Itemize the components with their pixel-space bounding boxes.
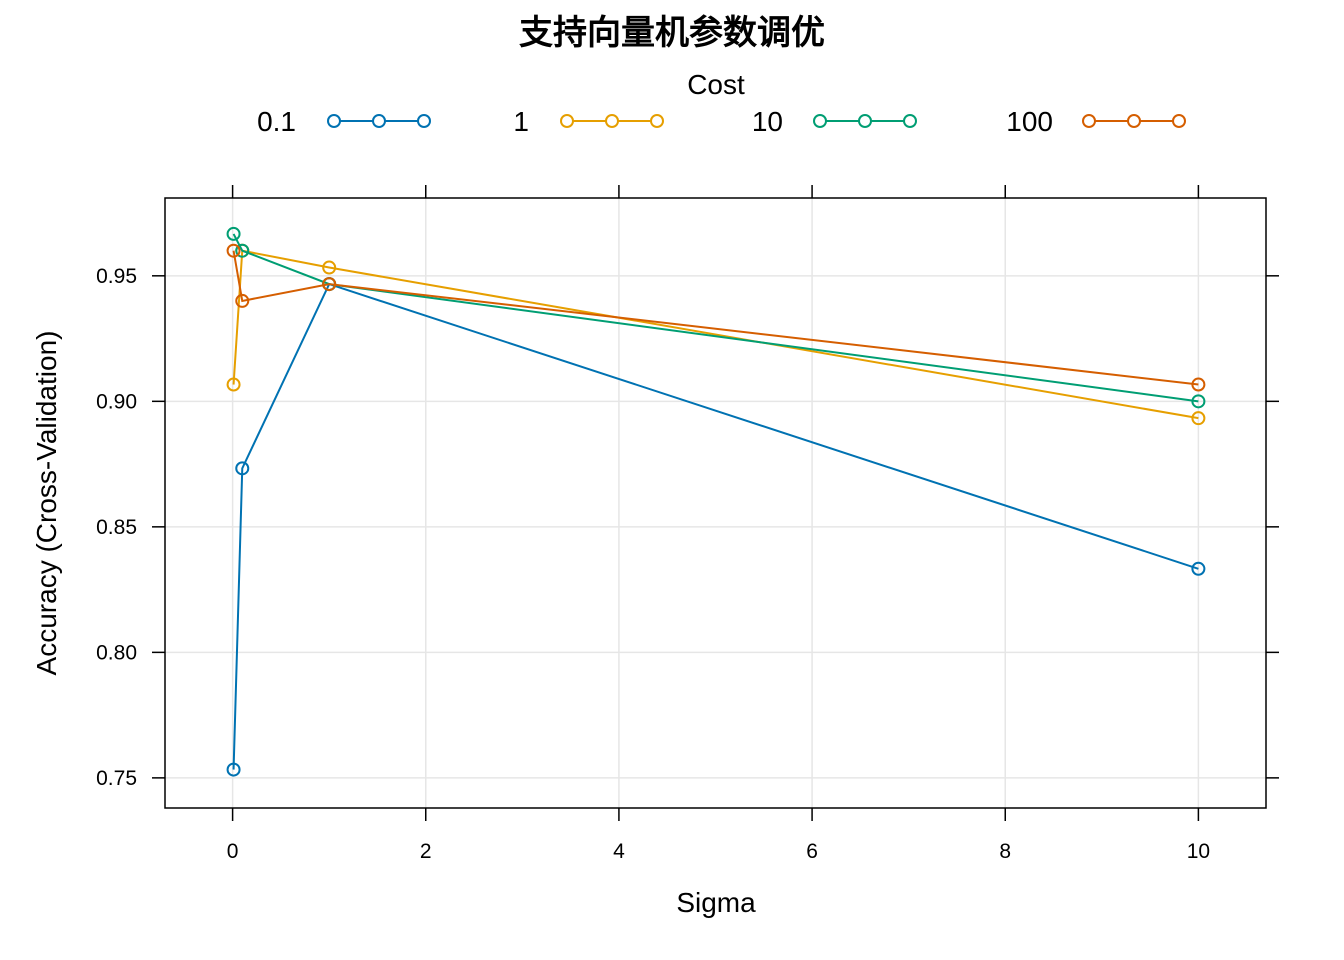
chart-title: 支持向量机参数调优	[519, 13, 825, 53]
legend-item: 1	[513, 106, 664, 137]
legend-marker	[1082, 114, 1096, 128]
y-tick-label: 0.90	[96, 390, 137, 413]
grid	[165, 198, 1266, 808]
series-100	[226, 243, 1206, 392]
x-tick-label: 10	[1187, 840, 1210, 863]
series-1	[226, 243, 1206, 426]
data-point	[1191, 561, 1206, 576]
x-tick-label: 6	[806, 840, 818, 863]
legend-marker	[605, 114, 619, 128]
data-point	[1191, 411, 1206, 426]
legend-marker	[417, 114, 431, 128]
legend-label: 10	[752, 106, 783, 137]
data-point	[1191, 394, 1206, 409]
legend-item: 100	[1006, 106, 1186, 137]
legend-title: Cost	[687, 69, 745, 100]
series-line	[232, 250, 1199, 386]
legend-marker	[650, 114, 664, 128]
series-10	[226, 226, 1206, 409]
data-point	[226, 377, 241, 392]
legend: 0.1 1 10 100	[257, 106, 1186, 137]
y-tick-label: 0.80	[96, 641, 137, 664]
legend-label: 100	[1006, 106, 1053, 137]
x-tick-label: 4	[613, 840, 625, 863]
axis-ticks: 0 2 4 6 8 10 0.75 0.80 0.85 0.90 0.95	[96, 185, 1279, 863]
x-tick-label: 2	[420, 840, 432, 863]
data-point	[322, 260, 337, 275]
legend-item: 10	[752, 106, 917, 137]
legend-marker	[560, 114, 574, 128]
legend-marker	[813, 114, 827, 128]
legend-label: 1	[513, 106, 529, 137]
data-point	[226, 762, 241, 777]
data-point	[235, 243, 250, 258]
x-tick-label: 8	[999, 840, 1011, 863]
y-tick-label: 0.85	[96, 516, 137, 539]
x-tick-label: 0	[227, 840, 239, 863]
x-axis-label: Sigma	[676, 887, 756, 918]
data-point	[322, 277, 337, 292]
series-line	[232, 282, 1199, 770]
legend-marker	[903, 114, 917, 128]
legend-marker	[858, 114, 872, 128]
data-point	[226, 226, 241, 241]
y-axis-label: Accuracy (Cross-Validation)	[31, 331, 62, 676]
legend-marker	[327, 114, 341, 128]
data-point	[1191, 377, 1206, 392]
data-point	[235, 461, 250, 476]
plot-frame	[164, 197, 1267, 809]
legend-label: 0.1	[257, 106, 296, 137]
plot-series	[226, 226, 1206, 777]
series-0.1	[226, 277, 1206, 777]
y-tick-label: 0.95	[96, 265, 137, 288]
data-point	[226, 243, 241, 258]
legend-marker	[372, 114, 386, 128]
legend-item: 0.1	[257, 106, 431, 137]
legend-marker	[1172, 114, 1186, 128]
legend-marker	[1127, 114, 1141, 128]
series-line	[232, 233, 1199, 403]
y-tick-label: 0.75	[96, 767, 137, 790]
data-point	[235, 293, 250, 308]
